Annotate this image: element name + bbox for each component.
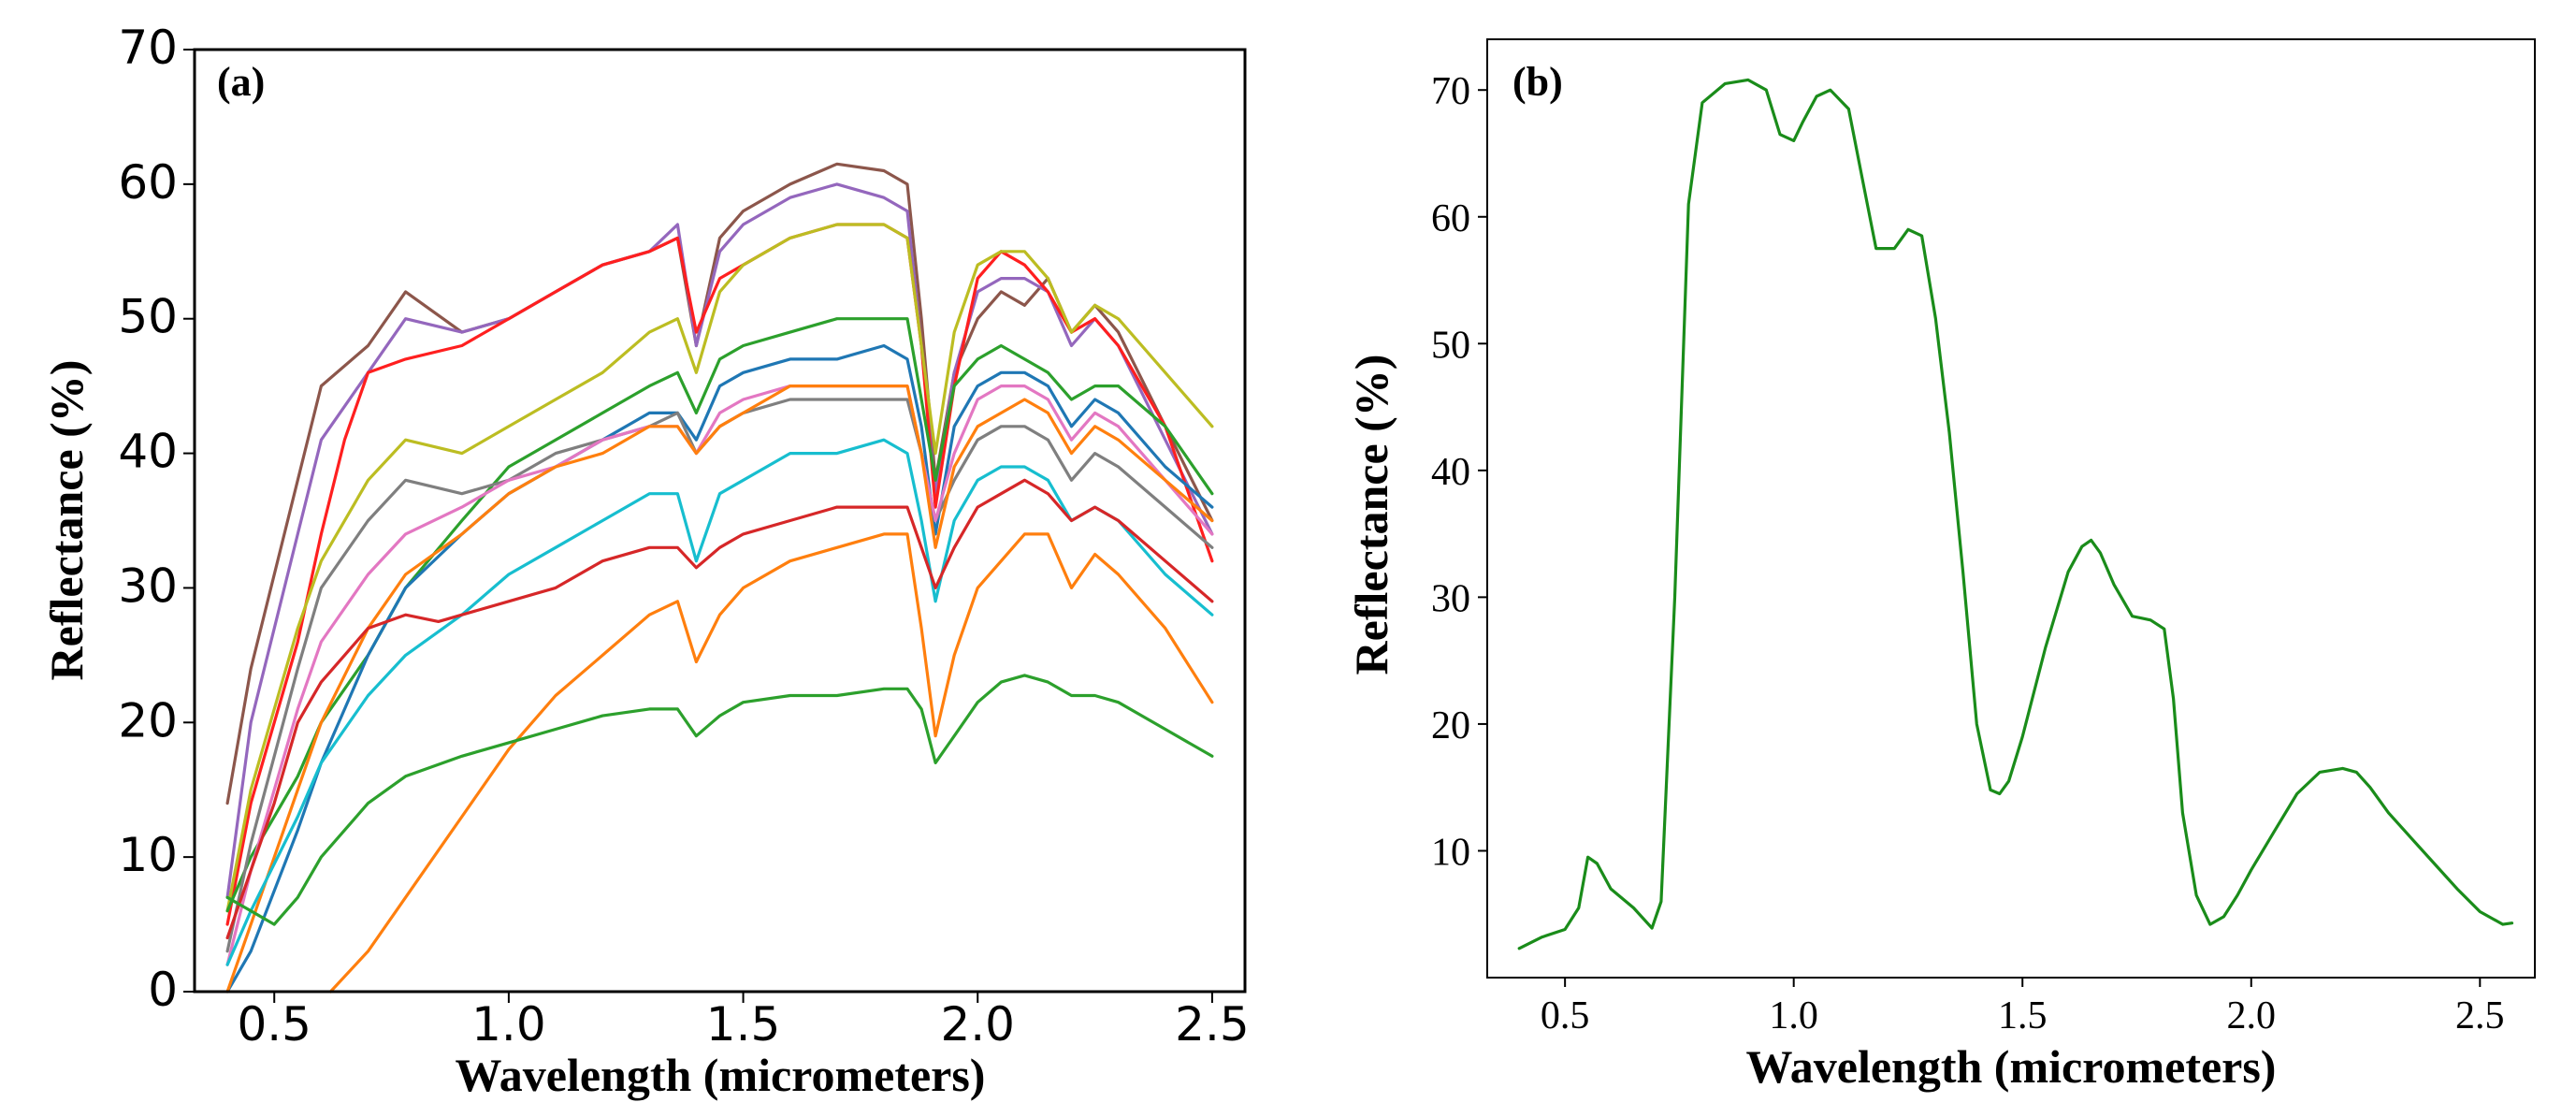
- panel-b-plot-frame: [1486, 38, 2536, 979]
- panel-a-x-tick-label: 1.0: [471, 997, 546, 1052]
- panel-a-series-green-lower: [225, 674, 1214, 926]
- panel-a-x-tick-label: 0.5: [237, 997, 311, 1052]
- panel-b-y-tick-label: 20: [1431, 704, 1470, 747]
- panel-a-series-cyan: [225, 438, 1214, 966]
- panel-a-y-tick-label: 0: [148, 963, 178, 1017]
- panel-a-y-tick-label: 70: [118, 21, 178, 75]
- panel-a-series-group: [225, 162, 1214, 994]
- panel-a-series-olive: [225, 223, 1214, 913]
- panel-a-x-tick-label: 2.0: [940, 997, 1015, 1052]
- panel-a-label: (a): [217, 59, 265, 105]
- panel-b-series-spectrum: [1517, 78, 2514, 950]
- panel-a-series-red-lower: [225, 478, 1214, 940]
- panel-a-series-orange-lower: [328, 532, 1214, 994]
- panel-a-y-tick-label: 20: [118, 693, 178, 747]
- panel-a-series-brown: [225, 162, 1214, 805]
- panel-a-y-axis-label: Reflectance (%): [40, 360, 93, 681]
- panel-a-series-gray: [225, 398, 1214, 953]
- panel-a-y-tick-label: 60: [118, 155, 178, 210]
- panel-a-series-blue: [225, 343, 1214, 994]
- panel-a-x-tick-label: 1.5: [706, 997, 781, 1052]
- panel-b-y-tick-label: 30: [1431, 577, 1470, 620]
- panel-b-x-tick-label: 2.5: [2455, 994, 2505, 1037]
- panel-a: 0.5 1.0 1.5 2.0 2.5 0 10 20 30 40 50 60 70 (a) Wavel…: [40, 21, 1250, 1101]
- panel-b: 0.5 1.0 1.5 2.0 2.5 10 20 30 40 50 60 70 (b) Wavele…: [1345, 38, 2536, 1093]
- panel-b-y-tick-label: 10: [1431, 831, 1470, 874]
- panel-b-x-tick-label: 1.0: [1769, 994, 1818, 1037]
- panel-a-ticks: 0.5 1.0 1.5 2.0 2.5 0 10 20 30 40 50 60 70: [118, 21, 1249, 1052]
- panel-b-y-tick-label: 50: [1431, 324, 1470, 367]
- panel-b-x-tick-label: 1.5: [1998, 994, 2048, 1037]
- panel-b-label: (b): [1512, 59, 1563, 105]
- panel-b-y-tick-label: 40: [1431, 451, 1470, 494]
- panel-b-y-tick-label: 70: [1431, 70, 1470, 113]
- panel-b-x-tick-label: 2.0: [2227, 994, 2277, 1037]
- panel-a-x-tick-label: 2.5: [1175, 997, 1250, 1052]
- panel-a-y-tick-label: 30: [118, 558, 178, 613]
- panel-b-y-tick-label: 60: [1431, 197, 1470, 240]
- panel-b-x-tick-label: 0.5: [1541, 994, 1590, 1037]
- panel-a-y-tick-label: 50: [118, 290, 178, 344]
- panel-a-y-tick-label: 10: [118, 828, 178, 882]
- panel-a-x-axis-label: Wavelength (micrometers): [456, 1049, 986, 1101]
- panel-b-x-axis-label: Wavelength (micrometers): [1746, 1040, 2277, 1093]
- panel-a-series-orange-upper: [225, 384, 1214, 994]
- panel-b-series-group: [1517, 78, 2514, 950]
- panel-b-ticks: 0.5 1.0 1.5 2.0 2.5 10 20 30 40 50 60 70: [1431, 70, 2505, 1037]
- panel-b-y-axis-label: Reflectance (%): [1345, 355, 1397, 675]
- panel-a-plot-frame: [193, 48, 1247, 994]
- panel-a-y-tick-label: 40: [118, 425, 178, 479]
